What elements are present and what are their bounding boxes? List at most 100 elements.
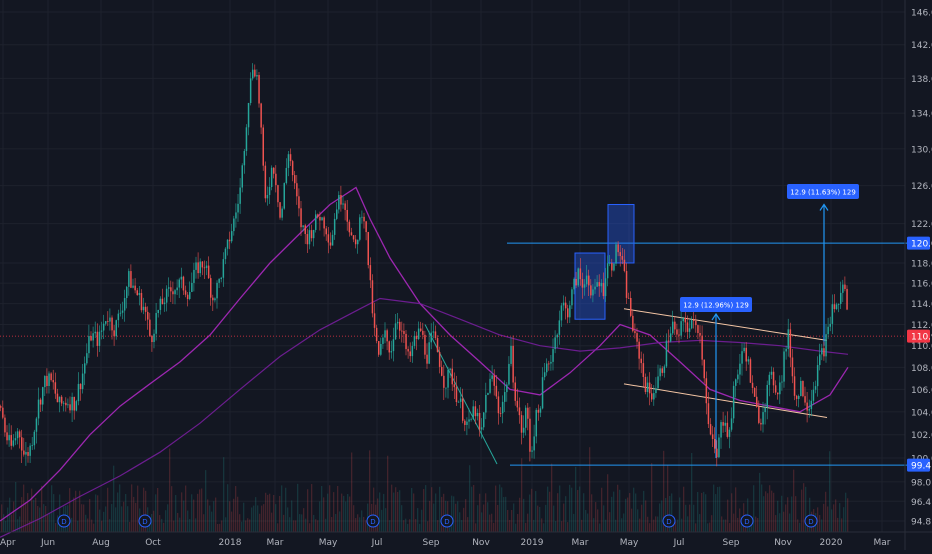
volume-bar [265,492,267,532]
candle-body [58,396,61,403]
candle-body [321,217,323,221]
candle-body [392,339,395,352]
time-axis[interactable]: Apr Jun Aug Oct 2018 Mar May Jul Sep Nov 2019 Mar Ma… [0,538,891,548]
volume-bar [547,486,549,532]
trendline[interactable] [623,308,828,341]
volume-bar [715,494,717,532]
candle-body [33,431,36,446]
volume-bar [627,497,629,532]
volume-bar [601,487,603,532]
volume-bar [391,484,393,532]
candle-body [581,279,584,288]
volume-bar [231,511,233,532]
candle-body [468,419,470,422]
measure-label-box[interactable] [680,297,752,312]
candle-body [787,329,789,349]
horizontal-levels[interactable] [0,242,910,466]
volume-bar [795,496,797,532]
dividend-marker[interactable] [138,514,152,528]
volume-bar [437,520,439,532]
candle-body [764,407,766,413]
candle-body [132,285,134,288]
candle-body [833,304,836,309]
candle-body [722,422,724,426]
candle-body [756,396,758,407]
dividend-marker[interactable] [366,514,380,528]
volume-bar [683,486,685,532]
dividend-marker[interactable] [662,514,676,528]
candle-body [640,358,642,364]
candle-body [527,407,529,419]
volume-bar [543,523,545,532]
dividend-marker-label: D [142,518,147,526]
dividend-marker-label: D [666,518,671,526]
dividend-marker[interactable] [57,514,71,528]
volume-bar [379,492,381,532]
candle-body [716,448,718,458]
candle-body [760,422,762,425]
annotations[interactable]: 12.9 (12.96%) 129 12.9 (11.63%) 129 [680,184,859,312]
candle-body [558,320,561,335]
candle-body [69,404,71,411]
volume-bar [151,513,153,532]
volume-bar [629,493,631,532]
dividend-marker[interactable] [440,514,454,528]
candle-body [585,275,588,285]
candle-body [480,427,483,430]
measure-label-box[interactable] [787,184,859,199]
candle-body [315,214,317,230]
candle-body [753,387,756,397]
x-tick-label: Aug [92,538,110,548]
price-axis[interactable]: 146.0 142.0 138.0 134.0 130.0 126.0 122.0 118.0… [911,9,932,528]
candle-body [75,401,78,411]
candle-body [342,203,344,205]
y-tick-label: 106.0 [911,386,932,396]
volume-bar [355,518,357,532]
volume-bar [377,498,379,532]
volume-bar [143,487,145,532]
volume-bar [7,507,9,532]
volume-bar [401,505,403,532]
volume-bar [411,487,413,532]
volume-bar [329,485,331,532]
volume-bar [559,485,561,532]
candle-body [50,373,52,381]
candle-body [159,298,162,310]
candle-body [602,282,605,297]
candle-body [378,341,380,355]
volume-bar [183,500,185,532]
candle-body [445,387,447,389]
candle-body [165,288,168,303]
x-tick-label: 2020 [820,538,843,548]
dividend-marker[interactable] [740,514,754,528]
candle-body [770,371,773,375]
candle-body [476,412,479,417]
volume-bar [215,497,217,532]
volume-bar [421,509,423,532]
candle-body [344,203,346,210]
volume-bar [817,507,819,532]
volume-bar [555,521,557,532]
candle-body [115,320,117,337]
candle-body [462,398,464,421]
candle-body [816,365,819,387]
rectangle-drawing[interactable] [574,252,606,320]
y-tick-label: 142.0 [911,41,932,51]
candle-body [394,323,397,340]
volume-bar [351,452,353,532]
dividend-marker[interactable] [804,514,818,528]
volume-bar [537,505,539,532]
volume-bar [637,509,639,532]
candle-body [98,331,101,346]
volume-bar [221,520,223,532]
volume-bar [157,487,159,532]
candle-body [695,321,697,326]
volume-bar [617,484,619,532]
candle-body [67,404,69,406]
volume-bar [525,522,527,532]
candle-body [174,290,176,295]
candle-body [459,398,462,402]
